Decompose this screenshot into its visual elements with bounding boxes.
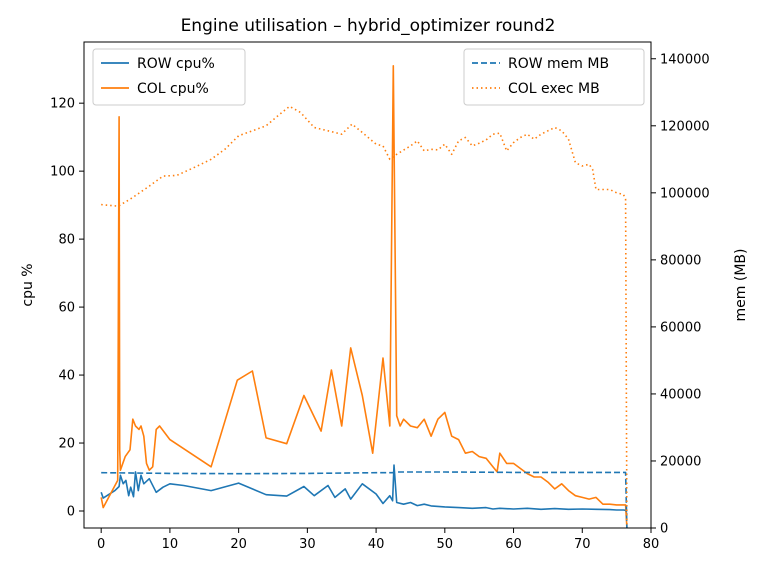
legend-left: ROW cpu% COL cpu% <box>92 48 246 106</box>
y2-tick-label: 120000 <box>660 119 710 134</box>
x-tick-label: 50 <box>437 537 454 552</box>
series-line-row-mem-mb <box>101 471 628 529</box>
y-tick-label: 20 <box>58 437 75 452</box>
y-axis-right: 0 20000 40000 60000 80000 100000 120000 140000 <box>651 52 710 537</box>
y2-tick-label: 140000 <box>660 52 710 67</box>
legend-box <box>92 48 246 106</box>
x-tick-label: 60 <box>505 537 522 552</box>
x-tick-label: 80 <box>643 537 660 552</box>
plot-frame <box>83 41 652 529</box>
y-axis-left: 0 20 40 60 80 100 120 <box>50 97 84 520</box>
legend-box <box>463 48 645 106</box>
y2-axis-label: mem (MB) <box>733 249 749 322</box>
y-tick-label: 120 <box>50 97 75 112</box>
series-line-row-cpu- <box>100 464 628 515</box>
y2-tick-label: 80000 <box>660 253 701 268</box>
x-tick-label: 10 <box>162 537 179 552</box>
y2-tick-label: 40000 <box>660 387 701 402</box>
series-line-col-exec-mb <box>101 105 628 529</box>
x-tick-label: 40 <box>368 537 385 552</box>
legend-label: ROW mem MB <box>508 56 609 72</box>
legend-label: COL exec MB <box>508 81 600 97</box>
chart-title: Engine utilisation – hybrid_optimizer ro… <box>181 16 556 36</box>
x-axis: 0 10 20 30 40 50 60 70 80 <box>97 528 659 552</box>
legend-label: COL cpu% <box>137 81 209 97</box>
y-axis-label: cpu % <box>20 263 36 306</box>
x-tick-label: 0 <box>97 537 105 552</box>
legend-right: ROW mem MB COL exec MB <box>463 48 645 106</box>
x-tick-label: 20 <box>230 537 247 552</box>
y-tick-label: 100 <box>50 165 75 180</box>
y2-tick-label: 60000 <box>660 320 701 335</box>
y-tick-label: 0 <box>67 505 75 520</box>
series-layer <box>100 65 628 529</box>
legend-label: ROW cpu% <box>137 56 215 72</box>
y-tick-label: 80 <box>58 233 75 248</box>
x-tick-label: 30 <box>299 537 316 552</box>
series-line-col-cpu- <box>100 65 628 529</box>
y-tick-label: 60 <box>58 301 75 316</box>
y2-tick-label: 20000 <box>660 454 701 469</box>
y2-tick-label: 0 <box>660 522 668 537</box>
y2-tick-label: 100000 <box>660 186 710 201</box>
x-tick-label: 70 <box>574 537 591 552</box>
y-tick-label: 40 <box>58 369 75 384</box>
